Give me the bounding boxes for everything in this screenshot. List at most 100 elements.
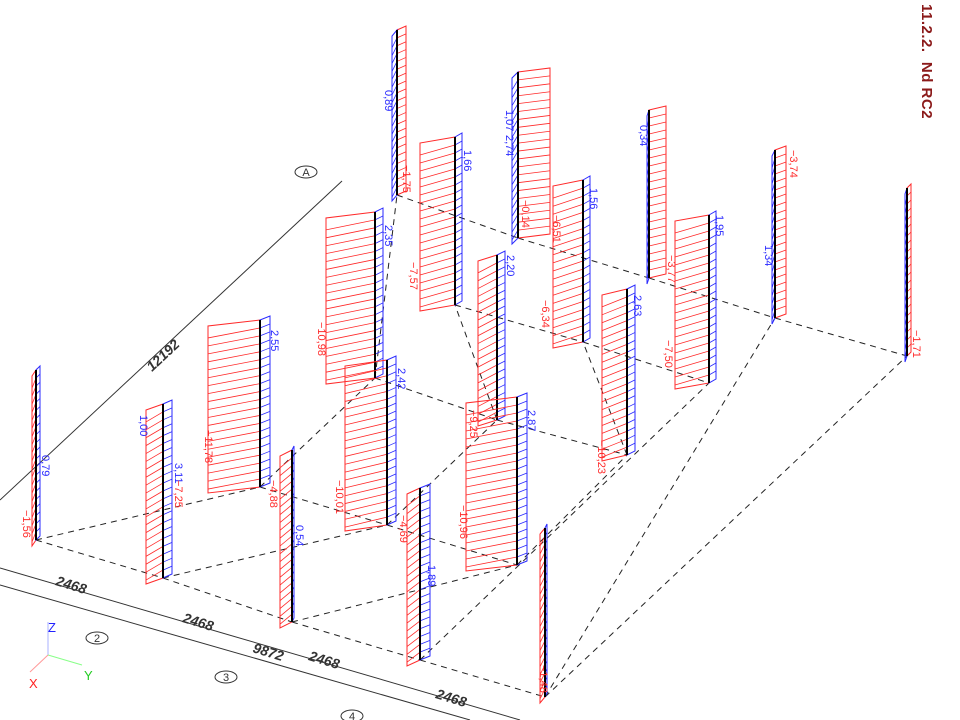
compression-diagram-hatch	[396, 80, 407, 86]
compression-diagram-hatch	[601, 359, 628, 371]
tension-diagram-hatch	[386, 402, 397, 408]
compression-diagram-hatch	[465, 484, 518, 496]
compression-diagram-hatch	[517, 115, 551, 120]
compression-diagram-hatch	[601, 320, 628, 331]
grid-row-line	[774, 317, 908, 357]
column-force-diagram: 2,20 −9,25	[467, 250, 516, 438]
tension-value-label: 2,42	[395, 368, 407, 389]
tension-diagram-hatch	[708, 354, 717, 360]
column-force-diagram: 1,95 −7,50	[662, 210, 725, 390]
compression-diagram-hatch	[145, 474, 164, 486]
tension-diagram-hatch	[582, 248, 591, 254]
tension-diagram-hatch	[419, 491, 431, 497]
compression-diagram-hatch	[406, 589, 421, 600]
compression-diagram-hatch	[517, 138, 551, 144]
compression-diagram-hatch	[396, 182, 407, 188]
compression-diagram-hatch	[465, 476, 518, 488]
tension-diagram-hatch	[582, 313, 591, 319]
grid-depth-line	[516, 454, 628, 566]
grid-depth-line	[419, 382, 710, 661]
column-force-diagram: 1,66 −7,57	[407, 132, 473, 312]
compression-diagram-hatch	[419, 160, 456, 172]
compression-diagram-hatch	[774, 249, 787, 255]
compression-diagram-hatch	[396, 88, 407, 94]
compression-diagram-hatch	[406, 550, 421, 561]
compression-diagram-hatch	[207, 415, 261, 426]
compression-diagram-hatch	[396, 119, 407, 125]
compression-value-label: −1,71	[910, 330, 922, 358]
tension-diagram-hatch	[419, 600, 431, 606]
tension-diagram-hatch	[496, 337, 506, 342]
compression-diagram-hatch	[279, 543, 293, 555]
tension-diagram-hatch	[626, 300, 636, 306]
compression-diagram-hatch	[207, 407, 261, 418]
tension-diagram-hatch	[496, 399, 506, 405]
compression-diagram-hatch	[396, 57, 407, 62]
compression-diagram-hatch	[552, 333, 584, 345]
tension-diagram-hatch	[516, 448, 528, 454]
tension-diagram-hatch	[626, 403, 636, 408]
span-dimension-line	[0, 567, 521, 720]
compression-diagram-hatch	[325, 322, 376, 334]
tension-diagram-hatch	[516, 496, 528, 502]
compression-diagram-hatch	[552, 317, 584, 329]
compression-value-label: −10,96	[457, 505, 469, 539]
compression-diagram-hatch	[207, 343, 261, 355]
compression-diagram-hatch	[325, 266, 376, 278]
compression-diagram-hatch	[279, 551, 293, 562]
column-force-diagram: 1,56 −6,51 −6,34	[539, 175, 599, 349]
tension-diagram-hatch	[162, 494, 173, 500]
compression-diagram-hatch	[465, 404, 518, 416]
span-total-label: 9872	[251, 640, 286, 664]
grid-row-line	[259, 486, 388, 526]
compression-diagram-hatch	[477, 262, 498, 274]
compression-diagram-hatch	[774, 185, 787, 191]
tension-diagram-hatch	[626, 332, 636, 337]
compression-diagram-hatch	[774, 297, 787, 303]
column-force-diagram: −3,74 1,34	[762, 145, 799, 325]
grid-depth-line	[162, 524, 388, 579]
compression-diagram-hatch	[648, 137, 667, 143]
compression-diagram-hatch	[406, 644, 421, 655]
compression-diagram-hatch	[344, 406, 388, 418]
tension-diagram-hatch	[374, 334, 384, 339]
tension-diagram-hatch	[162, 549, 173, 555]
compression-diagram-hatch	[465, 460, 518, 472]
tension-diagram-hatch	[419, 561, 431, 567]
compression-diagram-hatch	[477, 364, 498, 376]
tension-value-label: 2,20	[504, 255, 516, 276]
compression-diagram-hatch	[552, 260, 584, 272]
tension-diagram-hatch	[419, 538, 431, 544]
compression-diagram-hatch	[207, 335, 261, 347]
span-label: 2468	[180, 609, 216, 634]
tension-value-label: 1,00	[137, 415, 149, 436]
compression-diagram-hatch	[406, 495, 421, 507]
compression-diagram-hatch	[477, 411, 498, 423]
compression-diagram	[279, 449, 293, 629]
compression-diagram-hatch	[406, 558, 421, 569]
tension-diagram-hatch	[708, 242, 717, 248]
compression-diagram-hatch	[406, 534, 421, 546]
compression-value-label: −11,78	[202, 430, 214, 463]
compression-diagram-hatch	[648, 209, 667, 215]
tension-diagram-hatch	[419, 624, 431, 630]
x-axis-label: X	[29, 676, 38, 691]
compression-diagram-hatch	[325, 219, 376, 231]
compression-diagram-hatch	[279, 457, 293, 469]
compression-diagram-hatch	[648, 153, 667, 159]
tension-diagram-hatch	[708, 330, 717, 336]
column-force-diagram: 0,54	[279, 445, 305, 629]
column-force-diagram: 2,87 −10,96	[457, 392, 537, 572]
tension-diagram-hatch	[374, 365, 384, 371]
column-force-diagram: 0,79 −1,56	[20, 364, 51, 548]
compression-diagram-hatch	[406, 620, 421, 632]
tension-diagram-hatch	[582, 240, 591, 246]
tension-diagram-hatch	[626, 363, 636, 369]
compression-diagram-hatch	[396, 112, 407, 117]
tension-diagram-hatch	[516, 440, 528, 446]
compression-diagram-hatch	[419, 248, 456, 260]
tension-diagram-hatch	[386, 426, 397, 432]
tension-value-label: 1,89	[425, 565, 437, 586]
depth-dimension-line	[0, 180, 343, 501]
tension-diagram-hatch	[496, 360, 506, 366]
